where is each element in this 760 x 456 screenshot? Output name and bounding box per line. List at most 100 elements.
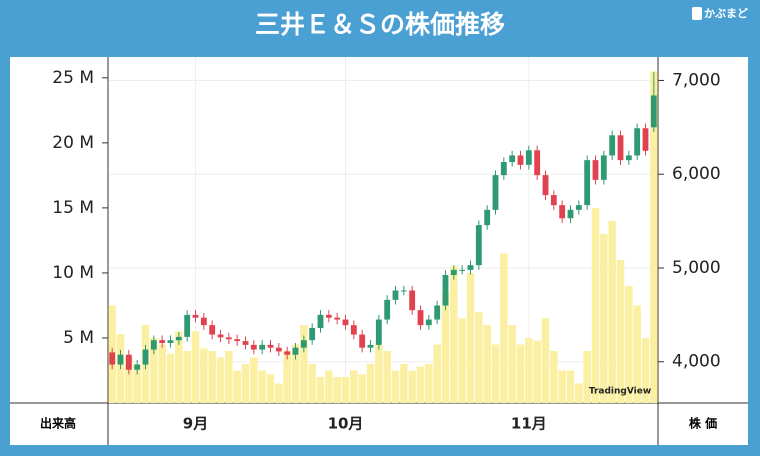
candle-body: [567, 209, 574, 219]
volume-bar: [600, 233, 608, 403]
candle-body: [375, 319, 382, 345]
volume-bar: [525, 337, 533, 403]
volume-bar: [483, 324, 491, 403]
y2-axis-label: 株 価: [689, 416, 717, 431]
volume-bar: [241, 363, 250, 403]
y-tick-label: 20 M: [52, 133, 94, 153]
volume-bar: [316, 376, 325, 403]
candle-body: [250, 344, 257, 350]
y-tick-label: 25 M: [52, 68, 94, 88]
candle-body: [284, 351, 291, 355]
volume-bar: [250, 357, 258, 403]
candle-body: [292, 347, 299, 355]
candle-body: [367, 344, 374, 348]
volume-bar: [591, 207, 600, 403]
candle-body: [592, 160, 599, 180]
candle-body: [125, 354, 132, 370]
volume-bar: [383, 350, 391, 403]
candle-body: [267, 344, 274, 348]
candle-body: [325, 314, 332, 318]
candle-body: [200, 317, 207, 326]
volume-bar: [283, 350, 291, 403]
volume-bar: [150, 337, 158, 403]
volume-bar: [191, 331, 200, 403]
candle-body: [425, 319, 432, 326]
volume-bar: [450, 266, 458, 403]
volume-bar: [625, 285, 633, 403]
volume-bar: [183, 350, 191, 403]
candle-body: [150, 340, 157, 350]
volume-bar: [308, 363, 316, 403]
volume-bar: [650, 71, 658, 403]
volume-bar: [233, 370, 241, 403]
volume-bar: [158, 344, 166, 403]
candle-body: [467, 265, 474, 270]
candle-body: [242, 341, 249, 345]
candle-body: [342, 319, 349, 326]
volume-bar: [125, 357, 133, 403]
candle-body: [317, 314, 324, 328]
candle-body: [517, 155, 524, 165]
volume-bar: [616, 259, 625, 403]
volume-bar: [475, 311, 483, 403]
candle-body: [650, 95, 657, 128]
logo: かぶまど: [704, 7, 748, 20]
candle-body: [500, 162, 507, 176]
candle-body: [525, 150, 532, 165]
volume-bar: [508, 324, 516, 403]
candle-body: [192, 314, 199, 318]
candle-body: [417, 310, 424, 326]
candle-body: [117, 354, 124, 365]
candle-body: [225, 337, 232, 340]
candle-body: [400, 290, 407, 292]
candle-body: [550, 195, 557, 206]
volume-bar: [500, 253, 508, 403]
volume-bar: [516, 344, 525, 403]
candle-body: [350, 325, 357, 335]
volume-bar: [258, 370, 266, 403]
volume-bar: [266, 374, 275, 403]
candle-body: [159, 340, 166, 343]
candle-body: [234, 339, 241, 342]
volume-bar: [633, 305, 641, 403]
candle-body: [309, 327, 316, 341]
volume-bar: [400, 363, 408, 403]
y2-tick-label: 6,000: [672, 164, 721, 184]
volume-bar: [391, 370, 400, 403]
candle-body: [617, 135, 624, 161]
volume-bar: [275, 383, 283, 403]
volume-bar: [558, 370, 566, 403]
candle-body: [334, 317, 341, 320]
candle-body: [409, 290, 416, 311]
volume-bar: [216, 357, 225, 403]
volume-bar: [325, 370, 333, 403]
volume-bar: [408, 370, 416, 403]
volume-bar: [341, 376, 350, 403]
volume-bar: [350, 370, 358, 403]
candle-body: [392, 290, 399, 300]
candle-body: [434, 305, 441, 320]
candle-body: [450, 269, 457, 276]
logo-icon: [692, 7, 702, 20]
candle-body: [509, 155, 516, 163]
volume-bar: [566, 370, 575, 403]
volume-bar: [300, 324, 308, 403]
chart-title: 三井Ｅ＆Ｓの株価推移: [255, 10, 505, 39]
x-tick-label: 9月: [183, 415, 208, 433]
x-tick-label: 10月: [328, 415, 364, 433]
candle-body: [600, 155, 607, 180]
candle-body: [217, 334, 224, 338]
candle-body: [559, 205, 566, 219]
volume-bar: [291, 344, 300, 403]
candle-body: [492, 175, 499, 210]
candle-body: [142, 349, 149, 365]
volume-bar: [208, 350, 216, 403]
volume-bar: [333, 376, 341, 403]
volume-bar: [166, 353, 175, 403]
volume-bar: [200, 348, 208, 403]
volume-bar: [416, 366, 425, 403]
candle-body: [184, 314, 191, 337]
volume-bar: [366, 363, 375, 403]
candle-body: [575, 205, 582, 210]
